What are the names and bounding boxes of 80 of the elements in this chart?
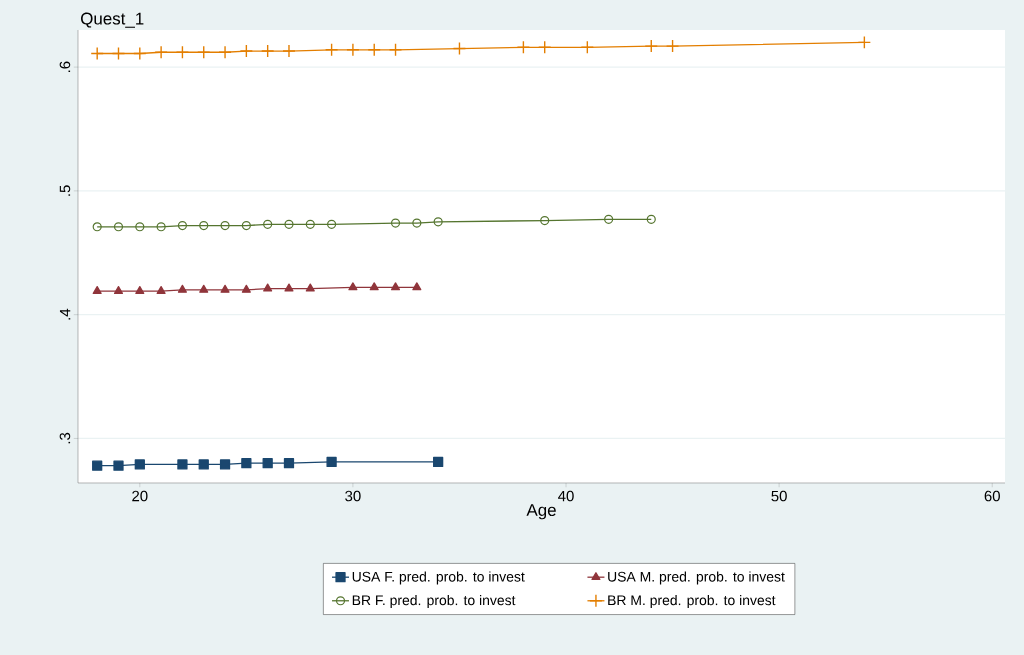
point [516, 40, 531, 54]
point [156, 286, 166, 295]
point [156, 222, 166, 232]
point [135, 222, 145, 232]
point [646, 214, 656, 224]
point [665, 39, 680, 53]
point [540, 216, 550, 226]
point [239, 44, 254, 58]
point [367, 43, 381, 57]
legend-label: BR F. pred. prob. to invest [352, 594, 516, 608]
x-tick-label: 40 [558, 490, 574, 502]
point [604, 214, 614, 224]
point [452, 41, 467, 56]
point [154, 45, 168, 59]
point [348, 282, 358, 291]
point [220, 284, 230, 293]
point [305, 219, 315, 229]
point [92, 460, 103, 471]
point [391, 282, 401, 291]
point [134, 459, 145, 470]
legend-label: USA M. pred. prob. to invest [608, 571, 785, 585]
point [90, 46, 104, 61]
point [260, 44, 275, 58]
x-tick-label: 50 [771, 490, 787, 502]
point [199, 220, 209, 231]
y-tick-label: .4 [59, 308, 71, 320]
point [644, 39, 658, 53]
point [113, 460, 124, 471]
point [433, 456, 444, 468]
point [283, 458, 295, 469]
point [241, 284, 251, 293]
point [412, 282, 422, 291]
x-tick-label: 60 [984, 490, 1000, 502]
y-tick-label: .3 [59, 432, 71, 444]
point [263, 283, 273, 292]
point [412, 218, 422, 228]
point [198, 459, 209, 470]
point [135, 286, 145, 295]
point [390, 218, 401, 228]
point [177, 220, 188, 231]
point [218, 45, 232, 59]
point [175, 45, 190, 59]
point [113, 222, 124, 232]
point [241, 458, 252, 469]
point [857, 35, 872, 50]
point [219, 459, 231, 470]
y-tick-label: .6 [59, 61, 71, 72]
point [177, 284, 187, 293]
point [284, 219, 294, 229]
point [263, 219, 273, 229]
point [282, 44, 296, 58]
point [324, 43, 339, 57]
point [199, 284, 209, 293]
point [327, 219, 337, 229]
point [262, 458, 273, 469]
point [92, 222, 102, 232]
point [305, 283, 315, 292]
point [241, 220, 251, 231]
point [538, 40, 552, 54]
legend-label: BR M. pred. prob. to invest [608, 594, 776, 608]
point [346, 43, 360, 57]
x-tick-label: 20 [132, 490, 148, 502]
point [369, 282, 379, 291]
point [220, 220, 230, 231]
point [284, 283, 294, 292]
legend-label: USA F. pred. prob. to invest [352, 571, 525, 585]
point [92, 286, 102, 295]
x-tick-label: 30 [345, 490, 361, 502]
y-axis-title: Quest_1 [81, 12, 144, 28]
x-axis-title: Age [526, 504, 556, 520]
point [197, 45, 211, 59]
point [388, 43, 403, 57]
point [326, 456, 337, 468]
point [580, 40, 595, 54]
point [111, 46, 126, 61]
y-tick-label: .5 [59, 185, 71, 196]
point [133, 46, 147, 61]
point [433, 217, 443, 227]
point [113, 286, 124, 295]
point [177, 459, 188, 470]
